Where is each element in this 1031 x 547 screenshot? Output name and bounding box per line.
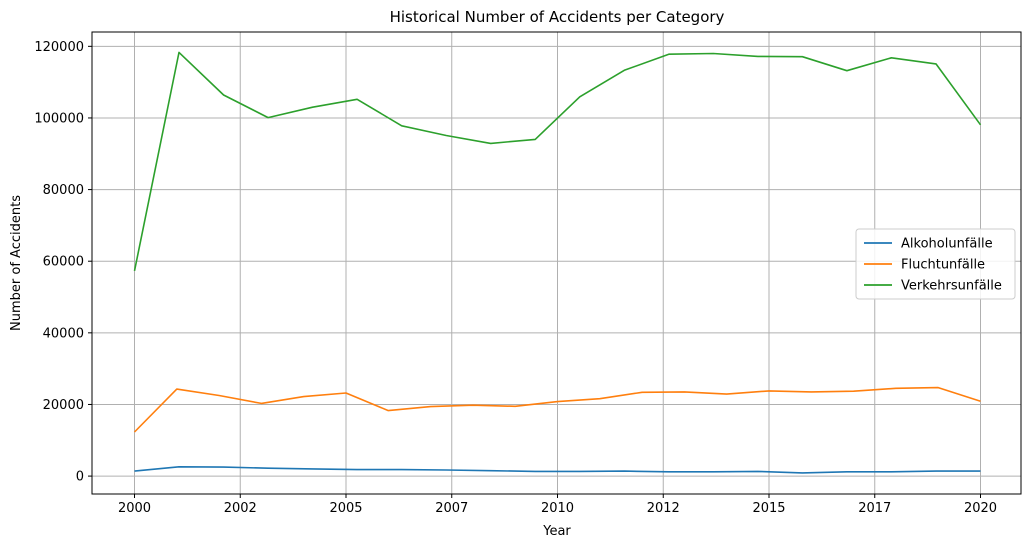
y-axis-label: Number of Accidents bbox=[9, 195, 24, 331]
y-tick-label: 0 bbox=[76, 470, 84, 485]
y-tick-label: 100000 bbox=[34, 111, 84, 126]
x-axis-ticks: 2000 2002 2005 2007 2010 2012 2015 2017 2020 bbox=[118, 494, 997, 516]
legend-label: Fluchtunfälle bbox=[901, 258, 985, 273]
series-line-3 bbox=[133, 51, 982, 272]
legend-label: Alkoholunfälle bbox=[901, 237, 993, 252]
plot-frame bbox=[91, 31, 1022, 495]
y-tick-label: 120000 bbox=[34, 40, 84, 55]
x-tick-label: 2012 bbox=[647, 501, 680, 516]
x-tick-label: 2000 bbox=[118, 501, 151, 516]
x-tick-label: 2002 bbox=[224, 501, 257, 516]
y-tick-label: 60000 bbox=[43, 255, 84, 270]
chart-title: Historical Number of Accidents per Categ… bbox=[390, 8, 725, 26]
y-axis-ticks: 0 20000 40000 60000 80000 100000 120000 bbox=[34, 40, 92, 485]
legend-label: Verkehrsunfälle bbox=[901, 279, 1002, 294]
x-axis-label: Year bbox=[542, 524, 571, 539]
series-line-1 bbox=[134, 465, 981, 474]
x-tick-label: 2007 bbox=[435, 501, 468, 516]
series-line-2 bbox=[133, 386, 981, 433]
legend-box bbox=[855, 228, 1016, 300]
legend: Alkoholunfälle Fluchtunfälle Verkehrsunfäl… bbox=[855, 228, 1016, 300]
series-group bbox=[133, 51, 982, 474]
x-tick-label: 2005 bbox=[329, 501, 362, 516]
y-tick-label: 80000 bbox=[43, 183, 84, 198]
x-tick-label: 2010 bbox=[541, 501, 574, 516]
x-tick-label: 2020 bbox=[964, 501, 997, 516]
y-tick-label: 20000 bbox=[43, 398, 84, 413]
y-tick-label: 40000 bbox=[43, 326, 84, 341]
x-tick-label: 2015 bbox=[752, 501, 785, 516]
x-tick-label: 2017 bbox=[858, 501, 891, 516]
